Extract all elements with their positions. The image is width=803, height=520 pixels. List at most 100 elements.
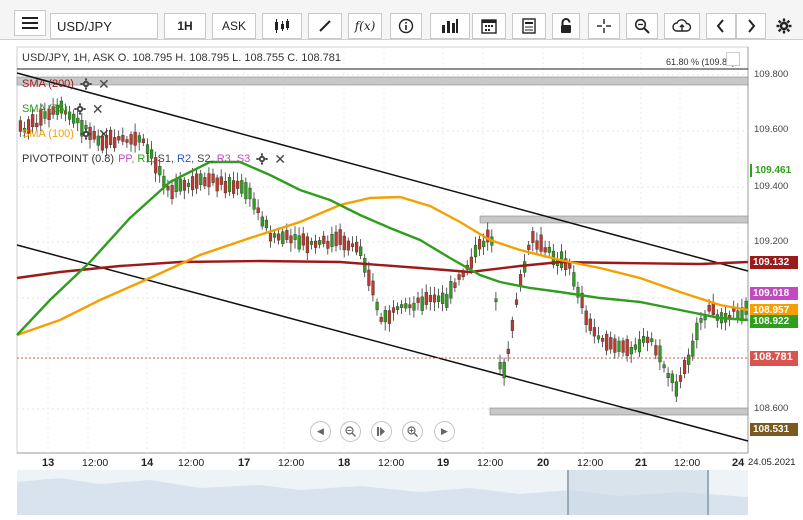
channel-upper-line [16, 72, 749, 272]
share-button[interactable] [664, 13, 700, 39]
candle-body [678, 375, 683, 382]
candle-body [387, 310, 391, 324]
close-icon[interactable]: ✕ [274, 150, 287, 167]
candle-body [203, 177, 207, 187]
candle-body [650, 338, 654, 342]
calendar-button[interactable] [472, 13, 506, 39]
candle-body [318, 240, 322, 245]
candle-body [277, 233, 281, 241]
volume-button[interactable] [430, 13, 470, 39]
candle-body [408, 304, 412, 309]
lock-button[interactable] [552, 13, 580, 39]
candle-body [613, 338, 617, 353]
candle-body [281, 231, 285, 245]
date-tick-label: 19 [437, 457, 450, 469]
resistance-zone-mid [479, 215, 749, 224]
candle-body [297, 235, 301, 250]
candle-body [498, 362, 502, 370]
price-type-button[interactable]: ASK [212, 13, 256, 39]
candle-body [256, 207, 260, 213]
ohlc-header: USD/JPY, 1H, ASK O. 108.795 H. 108.795 L… [22, 52, 342, 64]
pivot-s1-label: S1, [157, 153, 175, 165]
chart-type-button[interactable] [262, 13, 302, 39]
candle-body [199, 173, 203, 186]
price-tag-current: 108.781 [750, 351, 798, 366]
candle-body [514, 299, 519, 305]
candle-body [478, 239, 482, 250]
candle-body [80, 120, 84, 137]
date-tick-label: 12:00 [477, 457, 504, 469]
close-icon[interactable]: ✕ [97, 125, 110, 142]
candle-body [510, 319, 514, 331]
candle-body [461, 272, 465, 278]
candle-body [568, 263, 572, 269]
sma100-line [16, 195, 749, 337]
settings-button[interactable] [772, 13, 796, 39]
gear-icon[interactable] [74, 103, 86, 115]
hamburger-icon [22, 17, 38, 29]
news-button[interactable] [512, 13, 546, 39]
candle-body [314, 240, 318, 248]
pivot-s2-label: S2, [197, 153, 214, 165]
candle-body [588, 318, 592, 331]
crosshair-button[interactable] [588, 13, 620, 39]
candle-body [576, 286, 580, 298]
candle-body [289, 235, 293, 244]
candle-body [285, 229, 289, 240]
symbol-input[interactable]: USD/JPY [50, 13, 158, 39]
scroll-back-button[interactable]: ◀ [310, 421, 331, 442]
candle-body [629, 346, 633, 355]
candlestick-icon [275, 19, 289, 33]
timeframe-button[interactable]: 1H [164, 13, 206, 39]
gear-icon[interactable] [80, 128, 92, 140]
sma200-line [16, 259, 749, 280]
draw-tool-button[interactable] [308, 13, 342, 39]
scroll-left-button[interactable] [706, 13, 736, 39]
candle-body [170, 185, 174, 200]
indicators-button[interactable]: f(x) [348, 13, 382, 39]
candle-body [473, 244, 478, 258]
fib-edit-box[interactable] [726, 52, 740, 66]
zoom-button[interactable] [626, 13, 658, 39]
candle-body [145, 144, 150, 154]
candle-body [186, 182, 191, 187]
candle-body [129, 134, 133, 145]
price-tag-pivot: 109.018 [750, 287, 798, 300]
reset-button[interactable] [371, 421, 392, 442]
gear-icon[interactable] [256, 153, 268, 165]
scroll-forward-button[interactable]: ▶ [434, 421, 455, 442]
zoom-out-icon [345, 426, 356, 437]
price-tick-109600: 109.600 [754, 124, 789, 135]
candle-body [707, 304, 711, 312]
candle-body [195, 173, 199, 189]
candle-body [441, 292, 445, 304]
scroll-right-button[interactable] [736, 13, 766, 39]
candle-body [67, 111, 72, 120]
candle-body [519, 274, 523, 287]
pivot-r1-label: R1, [137, 153, 155, 165]
pivot-prefix-label[interactable]: PIVOTPOINT (0.8) [22, 153, 115, 165]
sma200-label[interactable]: SMA (200) [22, 78, 74, 90]
navigator-window[interactable] [568, 470, 708, 515]
menu-button[interactable] [14, 10, 46, 36]
zoom-in-button[interactable] [402, 421, 423, 442]
candle-body [654, 345, 658, 356]
close-icon[interactable]: ✕ [97, 75, 110, 92]
candle-body [396, 306, 400, 310]
pause-icon [377, 427, 385, 436]
candle-body [76, 117, 80, 124]
sma100-label[interactable]: SMA (100) [22, 128, 74, 140]
candle-body [457, 274, 461, 280]
close-icon[interactable]: ✕ [91, 100, 104, 117]
zoom-in-icon [407, 426, 418, 437]
candle-body [412, 302, 416, 311]
candle-body [31, 114, 35, 128]
candle-body [432, 294, 437, 303]
calendar-icon [481, 19, 497, 34]
zoom-out-button[interactable] [340, 421, 361, 442]
candle-body [334, 231, 338, 247]
sma55-label[interactable]: SMA (55) [22, 103, 68, 115]
info-button[interactable] [390, 13, 422, 39]
gear-icon[interactable] [80, 78, 92, 90]
